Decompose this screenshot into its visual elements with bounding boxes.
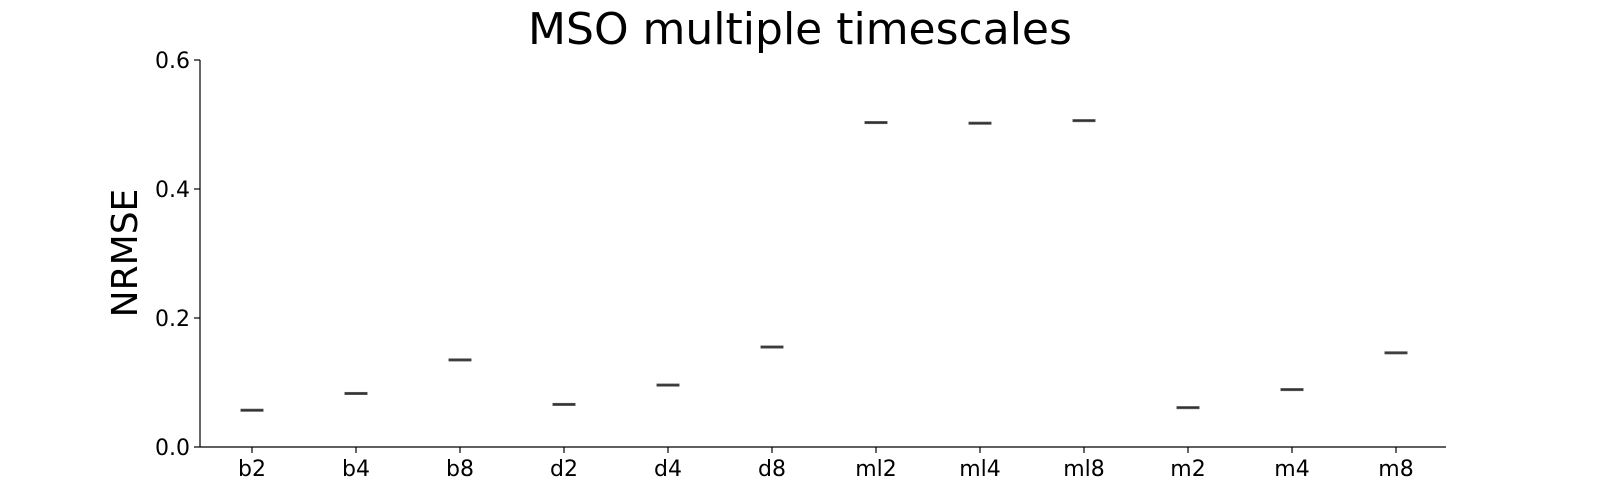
x-tick-label: ml4 — [959, 457, 1001, 482]
chart-title: MSO multiple timescales — [528, 4, 1072, 55]
x-tick-label: b2 — [238, 457, 266, 482]
y-tick-label: 0.6 — [155, 49, 190, 74]
boxes — [240, 119, 1408, 412]
y-tick-label: 0.2 — [155, 307, 190, 332]
x-tick-label: d4 — [654, 457, 682, 482]
x-ticks: b2 b4 b8 d2 d4 d8 ml2 ml4 ml8 m2 m4 m8 — [238, 447, 1414, 482]
y-tick-label: 0.4 — [155, 178, 190, 203]
y-tick-label: 0.0 — [155, 436, 190, 461]
y-axis-label: NRMSE — [105, 189, 146, 318]
x-tick-label: b8 — [446, 457, 474, 482]
x-tick-label: m8 — [1378, 457, 1413, 482]
x-tick-label: d8 — [758, 457, 786, 482]
x-tick-label: m4 — [1274, 457, 1309, 482]
x-tick-label: b4 — [342, 457, 370, 482]
x-tick-label: m2 — [1170, 457, 1205, 482]
x-tick-label: ml2 — [855, 457, 897, 482]
x-tick-label: d2 — [550, 457, 578, 482]
y-ticks: 0.0 0.2 0.4 0.6 — [155, 49, 200, 461]
x-tick-label: ml8 — [1063, 457, 1105, 482]
